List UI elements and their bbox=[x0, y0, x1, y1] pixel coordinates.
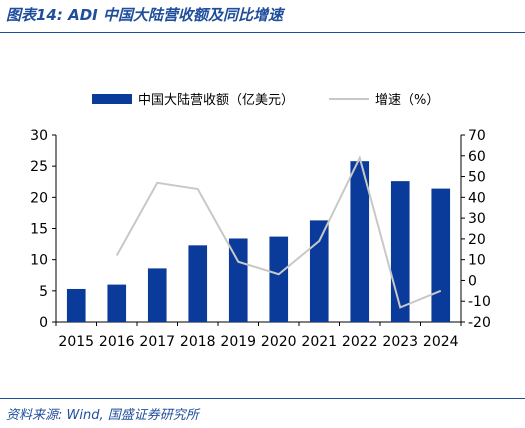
bar-2022 bbox=[350, 161, 370, 322]
left-tick-label: 25 bbox=[30, 159, 48, 175]
right-tick-label: 0 bbox=[468, 273, 477, 289]
x-tick-label: 2019 bbox=[220, 334, 256, 350]
legend-line-label: 增速（%） bbox=[375, 93, 439, 108]
bar-2016 bbox=[107, 284, 127, 322]
x-tick-label: 2017 bbox=[139, 334, 175, 350]
bar-2023 bbox=[390, 181, 410, 322]
bar-2019 bbox=[228, 238, 248, 322]
right-tick-label: -20 bbox=[468, 315, 491, 331]
source-rule bbox=[0, 398, 525, 399]
left-tick-label: 15 bbox=[30, 222, 48, 238]
right-tick-label: 40 bbox=[468, 190, 486, 206]
right-tick-label: 50 bbox=[468, 170, 486, 186]
bar-2015 bbox=[66, 288, 86, 322]
x-tick-label: 2020 bbox=[261, 334, 297, 350]
x-tick-label: 2022 bbox=[342, 334, 378, 350]
left-tick-label: 20 bbox=[30, 190, 48, 206]
x-tick-label: 2021 bbox=[301, 334, 337, 350]
left-tick-label: 5 bbox=[39, 284, 48, 300]
legend-bar-label: 中国大陆营收额（亿美元） bbox=[138, 92, 294, 108]
bar-2020 bbox=[269, 236, 289, 322]
legend-bar-swatch bbox=[92, 94, 132, 104]
source-note: 资料来源: Wind, 国盛证券研究所 bbox=[6, 408, 199, 423]
x-tick-label: 2023 bbox=[382, 334, 418, 350]
x-tick-label: 2015 bbox=[58, 334, 94, 350]
right-tick-label: 70 bbox=[468, 128, 486, 144]
left-tick-label: 0 bbox=[39, 315, 48, 331]
right-tick-label: 10 bbox=[468, 253, 486, 269]
bar-2024 bbox=[431, 188, 451, 322]
right-tick-label: 20 bbox=[468, 232, 486, 248]
bar-2018 bbox=[188, 245, 208, 322]
growth-line bbox=[115, 155, 442, 309]
bar-2021 bbox=[309, 220, 329, 322]
bar-2017 bbox=[147, 268, 167, 322]
x-tick-label: 2016 bbox=[99, 334, 135, 350]
x-tick-label: 2018 bbox=[180, 334, 216, 350]
left-tick-label: 10 bbox=[30, 253, 48, 269]
right-tick-label: 30 bbox=[468, 211, 486, 227]
figure-title: 图表14: ADI 中国大陆营收额及同比增速 bbox=[6, 6, 283, 24]
left-tick-label: 30 bbox=[30, 128, 48, 144]
right-tick-label: 60 bbox=[468, 149, 486, 165]
x-tick-label: 2024 bbox=[423, 334, 459, 350]
title-rule bbox=[0, 32, 525, 33]
right-tick-label: -10 bbox=[468, 294, 491, 310]
